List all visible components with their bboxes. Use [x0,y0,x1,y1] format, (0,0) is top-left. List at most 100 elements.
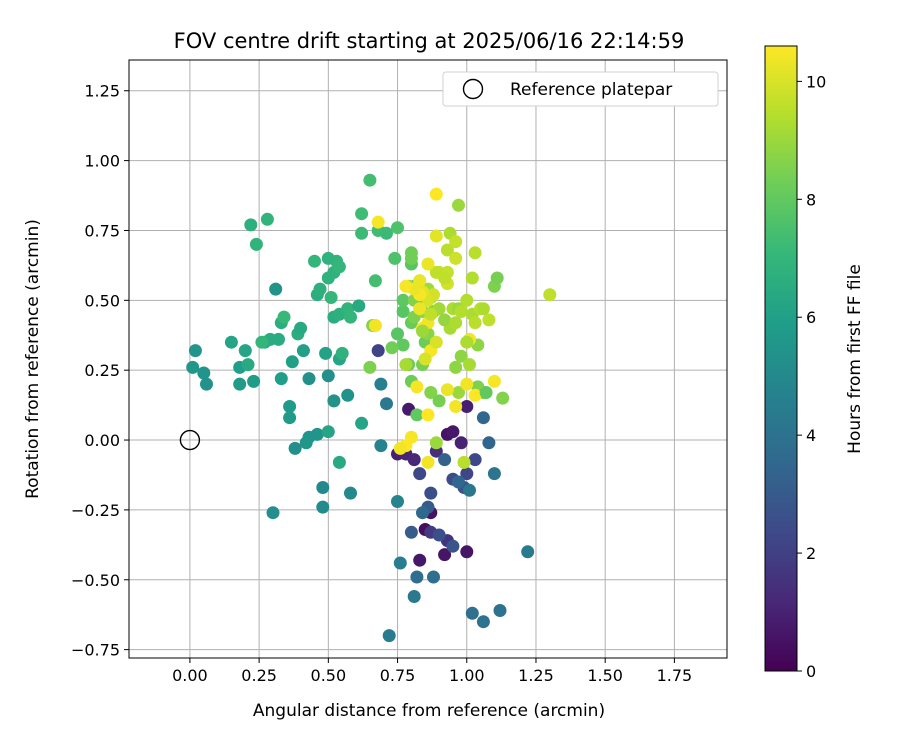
data-point [429,187,443,201]
data-point [487,467,501,481]
data-point [396,338,410,352]
data-point [363,173,377,187]
colorbar-tick-label: 0 [806,662,816,681]
data-point [410,408,424,422]
data-point [404,525,418,539]
data-point [429,229,443,243]
data-point [380,397,393,411]
data-point [410,380,424,394]
y-tick-label: −0.50 [71,571,120,590]
data-point [460,400,474,413]
data-point [283,400,297,413]
data-point [413,302,427,316]
data-point [476,302,490,316]
data-point [277,310,291,324]
x-tick-label: 1.00 [449,666,485,685]
data-point [487,374,501,388]
data-point [424,486,438,500]
data-point [285,355,299,369]
y-tick-label: 0.50 [84,291,120,310]
data-point [316,500,330,514]
data-point [186,360,200,374]
data-point [371,215,385,229]
colorbar-tick-label: 2 [806,544,816,563]
data-point [446,425,460,439]
data-point [391,327,404,341]
legend: Reference platepar [442,71,719,107]
x-tick-label: 0.25 [241,666,277,685]
data-point [449,251,463,265]
legend-label-reference: Reference platepar [510,80,672,100]
legend-box [442,71,719,107]
data-point [341,388,355,402]
y-tick-label: 1.25 [84,82,120,101]
y-tick-label: 0.00 [84,431,120,450]
y-tick-label: −0.25 [71,501,120,520]
data-point [463,358,476,372]
x-tick-label: 0.50 [311,666,347,685]
data-point [468,388,482,402]
data-point [238,344,252,358]
x-tick-label: 0.00 [172,666,208,685]
colorbar-ticks: 0 2 4 6 8 10 [797,72,826,681]
x-tick-label: 0.75 [380,666,416,685]
data-point [288,441,302,455]
data-point [316,481,330,494]
data-point [449,235,463,249]
y-axis-label: Rotation from reference (arcmin) [23,219,43,499]
data-point [374,377,388,391]
data-point [355,416,369,430]
data-point [299,436,313,450]
data-point [449,316,463,330]
data-point [352,299,366,313]
data-point [465,606,479,620]
data-point [224,335,238,349]
colorbar-tick-label: 6 [806,308,816,327]
x-axis-label: Angular distance from reference (arcmin) [253,701,605,721]
data-point [188,344,202,358]
data-point [493,604,507,617]
data-point [424,386,438,399]
data-point [421,408,435,422]
data-point [468,453,482,467]
data-point [355,207,369,221]
data-point [197,366,211,380]
data-point [416,324,429,338]
x-tick-label: 1.25 [518,666,554,685]
data-point [432,394,446,408]
data-point [452,198,465,212]
data-point [332,260,346,274]
data-point [452,475,465,489]
data-point [543,288,557,302]
data-point [454,349,468,363]
data-point [374,439,388,453]
data-point [476,615,490,629]
colorbar-tick-label: 10 [806,72,826,91]
data-point [321,251,335,265]
data-point [454,436,468,450]
data-point [274,372,288,386]
data-point [319,346,333,360]
x-axis-ticks: 0.00 0.25 0.50 0.75 1.00 1.25 1.50 1.75 [172,658,692,685]
data-point [200,377,213,391]
data-point [460,335,474,349]
data-point [294,321,308,335]
data-point [404,251,418,265]
data-point [438,313,452,327]
data-point [446,539,460,553]
data-point [302,372,316,386]
data-point [380,226,393,240]
data-point [438,453,452,467]
data-point [421,455,435,469]
data-point [429,335,443,349]
data-point [399,279,413,293]
data-point [371,344,385,358]
y-tick-label: 0.25 [84,361,120,380]
data-point [321,425,335,439]
data-point [396,293,410,307]
data-point [457,455,471,469]
data-point [332,455,346,469]
data-point [233,377,247,391]
